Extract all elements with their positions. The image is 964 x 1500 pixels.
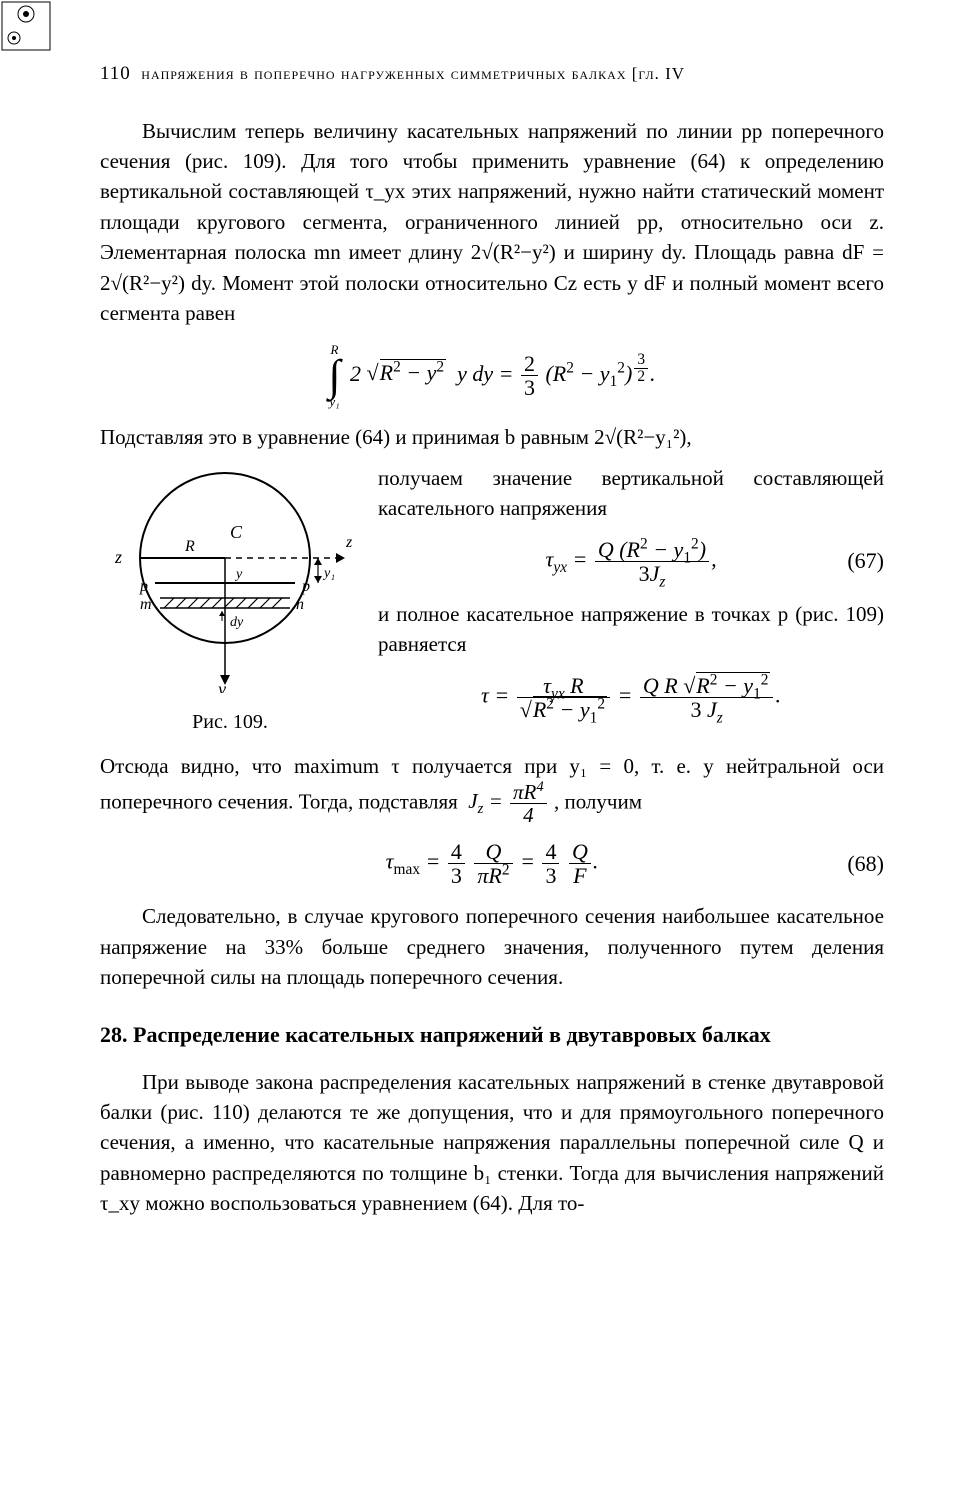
scan-corner-decoration: [0, 0, 54, 54]
svg-text:p: p: [301, 578, 310, 595]
figure-109-caption: Рис. 109.: [100, 708, 360, 737]
running-header: 110 напряжения в поперечно нагруженных с…: [100, 60, 884, 88]
equation-number-67: (67): [847, 545, 884, 577]
paragraph-7: При выводе закона распределения касатель…: [100, 1067, 884, 1219]
svg-text:y: y: [216, 679, 226, 693]
figure-109-svg: z z C R p p y₁: [100, 463, 360, 693]
running-head-text: напряжения в поперечно нагруженных симме…: [141, 64, 685, 83]
svg-text:z: z: [114, 547, 122, 567]
svg-text:m: m: [140, 596, 152, 613]
svg-text:y₁: y₁: [322, 566, 335, 581]
paragraph-4: и полное касательное напряжение в точках…: [378, 599, 884, 660]
equation-number-68: (68): [847, 848, 884, 880]
paragraph-3: получаем значение вертикальной составляю…: [378, 463, 884, 524]
figure-text-wrap: z z C R p p y₁: [100, 463, 884, 737]
paragraph-6: Следовательно, в случае кругового попере…: [100, 901, 884, 992]
equation-integral: R ∫ y₁ 2 R2 − y2 y dy = 23 (R2 − y12)32.: [100, 343, 884, 409]
equation-tau-full: τ = τyx R R2 − y12 = Q R R2 − y12 3 Jz .: [378, 674, 884, 721]
svg-text:n: n: [296, 596, 304, 613]
svg-text:y: y: [234, 567, 243, 582]
equation-67: τyx = Q (R2 − y12) 3Jz , (67): [378, 538, 884, 585]
paragraph-2: Подставляя это в уравнение (64) и приним…: [100, 422, 884, 452]
section-28-title: 28. Распределение касательных напряжений…: [100, 1019, 884, 1051]
paragraph-5: Отсюда видно, что maximum τ получается п…: [100, 751, 884, 827]
svg-text:R: R: [184, 538, 195, 555]
paragraph-1: Вычислим теперь величину касательных нап…: [100, 116, 884, 329]
equation-68: τmax = 43 QπR2 = 43 QF. (68): [100, 840, 884, 887]
svg-text:z: z: [345, 534, 353, 551]
svg-text:C: C: [230, 522, 243, 542]
svg-text:dy: dy: [230, 615, 244, 630]
page-number: 110: [100, 63, 131, 84]
svg-text:p: p: [139, 578, 148, 595]
figure-109: z z C R p p y₁: [100, 463, 360, 737]
